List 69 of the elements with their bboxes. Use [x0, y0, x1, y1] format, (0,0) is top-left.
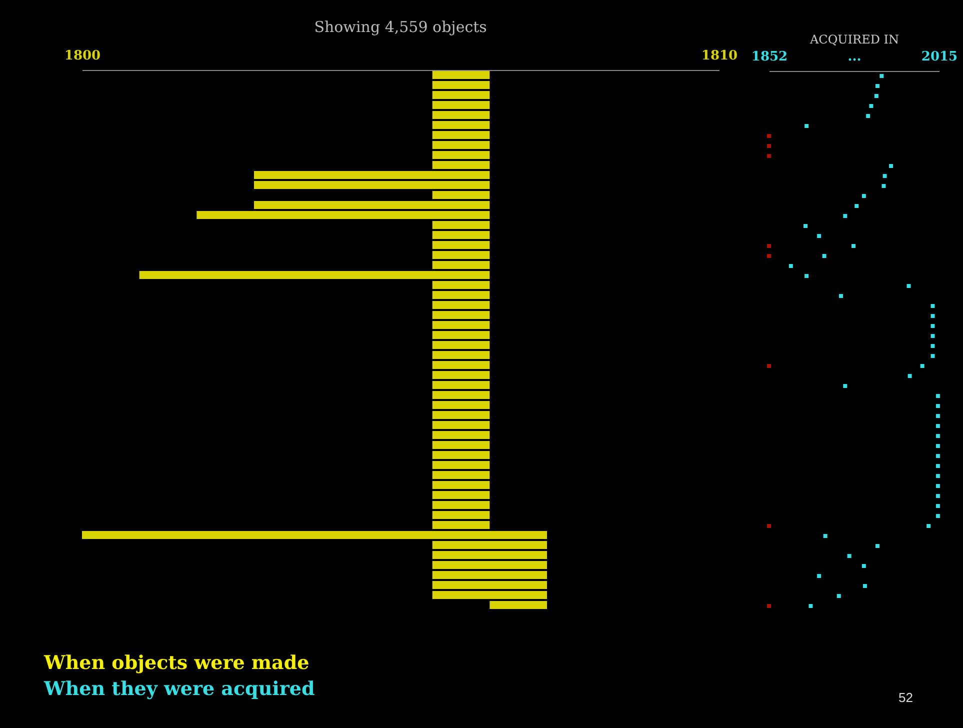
point: [936, 414, 940, 418]
point: [936, 474, 940, 478]
point: [874, 94, 878, 98]
x-tick-label: 2015: [921, 50, 958, 64]
point: [869, 104, 874, 108]
point: [936, 504, 940, 508]
point: [930, 344, 935, 348]
point: [936, 464, 940, 468]
point: [936, 444, 940, 448]
point: [930, 304, 935, 308]
point: [930, 314, 935, 318]
point: [936, 434, 940, 438]
point: [936, 454, 940, 458]
point: [875, 84, 880, 88]
x-tick-label: 1810: [701, 48, 738, 64]
point: [847, 554, 852, 558]
point: [817, 234, 822, 238]
point: [936, 484, 940, 488]
text: 52: [898, 690, 913, 705]
point: [843, 384, 848, 388]
chart-title: Showing 4,559 objects: [314, 18, 487, 36]
text: When they were acquired: [44, 677, 315, 702]
x-axis-title: ACQUIRED IN: [808, 32, 900, 46]
point: [866, 114, 870, 118]
point: [889, 164, 894, 168]
point: [936, 404, 940, 408]
x-tick-label: 1800: [64, 48, 101, 64]
point: [930, 334, 935, 338]
point: [788, 264, 793, 268]
point: [836, 594, 841, 598]
point: [920, 364, 924, 368]
point: [804, 124, 809, 128]
point: [908, 374, 912, 378]
point: [882, 184, 886, 188]
x-tick-label: 1852: [751, 50, 788, 64]
point: [767, 154, 771, 158]
point: [930, 354, 935, 358]
point: [875, 544, 880, 548]
point: [930, 324, 935, 328]
point: [851, 244, 856, 248]
point: [862, 194, 866, 198]
point: [936, 514, 940, 518]
point: [862, 564, 866, 568]
point: [880, 74, 884, 78]
point: [822, 254, 826, 258]
point: [936, 394, 940, 398]
point: [767, 254, 771, 258]
point: [936, 424, 940, 428]
point: [823, 534, 828, 538]
point: [767, 364, 771, 368]
point: [862, 584, 867, 588]
point: [854, 204, 859, 208]
point: [804, 224, 808, 228]
point: [767, 244, 771, 248]
point: [767, 144, 771, 148]
x-tick-label: ...: [848, 50, 862, 64]
text: When objects were made: [44, 651, 310, 676]
point: [882, 174, 887, 178]
point: [767, 134, 771, 138]
point: [767, 524, 771, 528]
point: [838, 294, 843, 298]
point: [804, 274, 809, 278]
point: [808, 604, 813, 608]
point: [843, 214, 848, 218]
point: [936, 494, 940, 498]
point: [926, 524, 931, 528]
point: [906, 284, 911, 288]
point: [767, 604, 771, 608]
point: [817, 574, 822, 578]
